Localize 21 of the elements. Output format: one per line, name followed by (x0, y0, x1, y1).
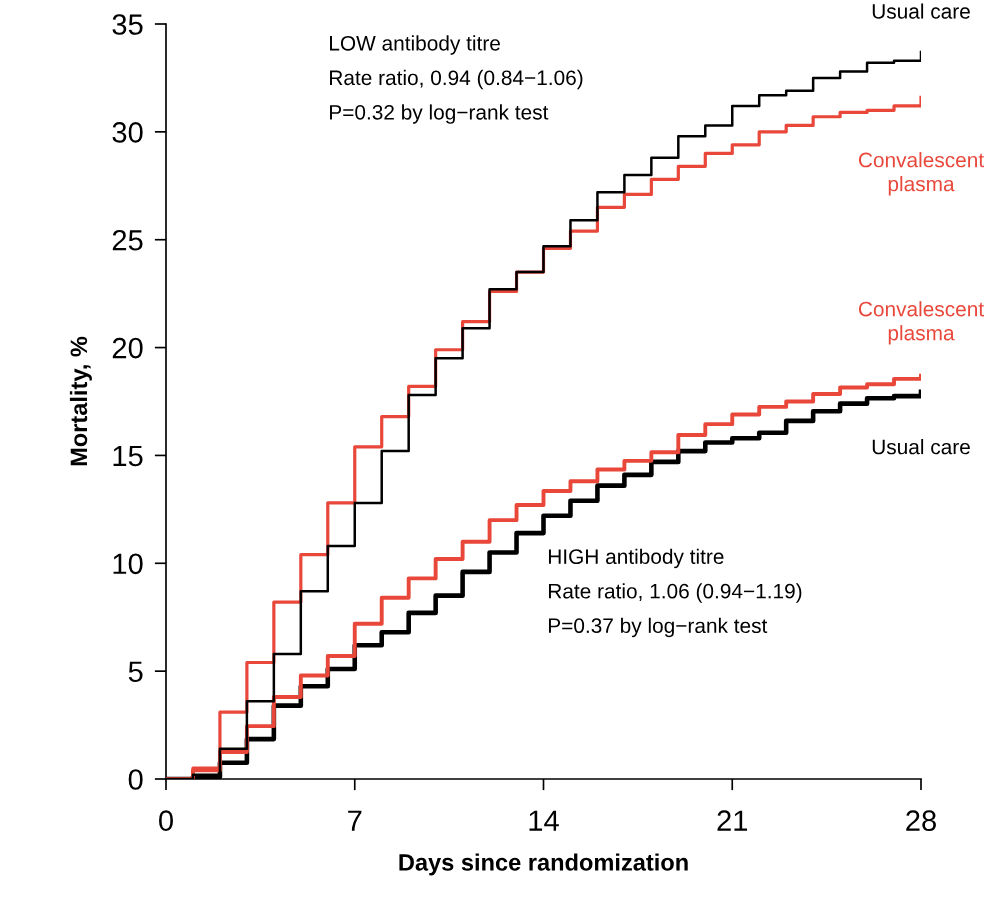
x-tick-label: 7 (348, 810, 362, 831)
series-label: Usual care (872, 3, 970, 19)
annotation: LOW antibody titre Rate ratio, 0.94 (0.84−1.06) P=0.32 by log−rank test (330, 35, 583, 124)
y-tick-label: 10 (113, 553, 143, 575)
y-tick-label: 0 (128, 769, 143, 790)
y-tick-label: 15 (113, 445, 143, 467)
x-axis-title: Days since randomization (399, 853, 688, 876)
series-label: Usual care (872, 439, 970, 455)
y-tick-label: 20 (112, 337, 143, 359)
x-tick-label: 14 (529, 810, 559, 831)
y-tick-label: 5 (128, 661, 143, 682)
x-tick-label: 0 (159, 810, 173, 831)
annotation: HIGH antibody titre Rate ratio, 1.06 (0.94−1.19) P=0.37 by log−rank test (548, 548, 802, 638)
series-label: Convalescent plasma (858, 152, 984, 196)
x-tick-label: 21 (717, 810, 748, 831)
x-tick-label: 28 (906, 810, 936, 831)
y-tick-label: 35 (112, 14, 143, 35)
y-tick-label: 30 (112, 122, 143, 143)
y-axis-title: Mortality, % (69, 336, 92, 466)
y-tick-label: 25 (112, 229, 143, 251)
series-label: Convalescent plasma (858, 301, 984, 345)
